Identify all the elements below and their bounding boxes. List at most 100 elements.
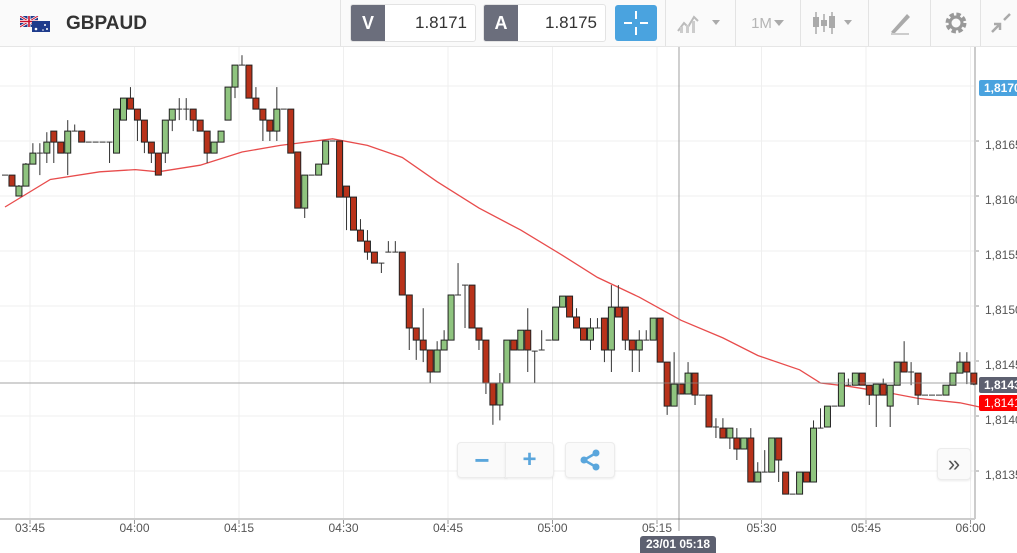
candle-down	[573, 316, 581, 329]
candle-down	[858, 372, 866, 386]
candle-up	[586, 327, 594, 341]
crosshair-time-label: 23/01 05:18	[640, 536, 716, 553]
candle-down	[196, 119, 204, 132]
candle-down	[580, 327, 588, 341]
buy-tag: A	[484, 5, 518, 41]
candle-down	[747, 437, 755, 483]
x-tick-label: 04:15	[224, 521, 254, 535]
share-button[interactable]	[565, 442, 615, 478]
candle-down	[970, 372, 978, 385]
timeframe-dropdown[interactable]: 1M	[735, 0, 801, 46]
y-tick-label: 1,8165	[985, 138, 1017, 152]
zoom-in-button[interactable]: +	[505, 442, 554, 478]
candle-up	[559, 295, 567, 308]
candle-down	[600, 317, 608, 351]
candle-down	[266, 119, 274, 132]
candle-up	[217, 130, 225, 143]
candle-up	[635, 339, 643, 351]
candle-down	[865, 384, 873, 396]
y-tick-label: 1,8140	[985, 413, 1017, 427]
candle-down	[412, 327, 420, 341]
candle-up	[851, 372, 859, 386]
candle-down	[803, 471, 811, 483]
candle-down	[398, 251, 406, 296]
candle-down	[879, 383, 887, 396]
y-tick-label: 1,8160	[985, 193, 1017, 207]
candle-up	[113, 108, 121, 154]
buy-price: 1.8175	[545, 13, 597, 32]
candle-up	[440, 339, 448, 351]
candle-down	[475, 327, 483, 341]
candle-down	[252, 97, 260, 110]
candle-up	[322, 140, 330, 165]
candle-down	[287, 108, 295, 154]
candle-down	[705, 394, 713, 428]
candle-down	[370, 251, 378, 264]
price-chart[interactable]: 1,8165 1,8160 1,8155 1,8150 1,8145 1,8140 1,81…	[0, 47, 1017, 553]
crosshair-price-label: 1,8143	[979, 377, 1017, 393]
candle-up	[552, 306, 560, 341]
sell-price-button[interactable]: V 1.8171	[350, 4, 476, 42]
candle-down	[775, 437, 783, 461]
candle-up	[810, 427, 818, 483]
collapse-button[interactable]	[980, 0, 1017, 46]
chart-type-button[interactable]	[665, 0, 736, 46]
scroll-right-button[interactable]: »	[937, 448, 971, 480]
candle-up	[649, 317, 657, 341]
candle-down	[126, 97, 134, 110]
chevron-down-icon	[773, 20, 784, 26]
candle-down	[524, 329, 532, 351]
collapse-icon	[991, 13, 1011, 33]
x-tick-label: 04:00	[119, 521, 149, 535]
candle-down	[489, 382, 497, 406]
candle-down	[294, 151, 302, 209]
x-tick-label: 04:30	[328, 521, 358, 535]
sell-tag: V	[351, 5, 385, 41]
candle-up	[161, 119, 169, 154]
candle-up	[503, 339, 511, 384]
candle-down	[614, 306, 622, 318]
zoom-out-button[interactable]: −	[457, 442, 507, 478]
candle-up	[740, 437, 748, 450]
candle-down	[900, 361, 908, 373]
x-tick-label: 05:30	[746, 521, 776, 535]
candle-up	[684, 372, 692, 395]
x-tick-label: 03:45	[15, 521, 45, 535]
gb-au-flag-icon	[20, 16, 50, 32]
candle-up	[886, 384, 894, 407]
candle-up	[754, 471, 762, 483]
candle-down	[50, 130, 58, 143]
candle-down	[259, 108, 267, 121]
candle-up	[315, 163, 323, 176]
settings-button[interactable]	[930, 0, 981, 46]
y-tick-label: 1,8135	[985, 468, 1017, 482]
candle-up	[64, 130, 72, 154]
current-price-label: 1,8170	[979, 80, 1017, 96]
candle-down	[733, 437, 741, 450]
candle-down	[691, 372, 699, 396]
candle-down	[419, 339, 427, 351]
candle-down	[189, 108, 197, 121]
crosshair-icon	[624, 11, 648, 35]
candle-down	[245, 64, 253, 99]
candle-down	[426, 349, 434, 373]
candle-down	[147, 141, 155, 154]
candle-up	[893, 361, 901, 386]
candle-up	[273, 108, 281, 132]
candle-down	[405, 294, 413, 329]
crosshair-button[interactable]	[615, 5, 657, 41]
divider	[340, 0, 341, 46]
candle-down	[656, 317, 664, 363]
candle-down	[782, 471, 790, 495]
candlestick-button[interactable]	[800, 0, 869, 46]
candle-down	[133, 108, 141, 121]
candle-down	[468, 284, 476, 329]
candle-up	[447, 294, 455, 341]
candle-down	[963, 361, 971, 373]
buy-price-button[interactable]: A 1.8175	[483, 4, 606, 42]
candle-down	[140, 119, 148, 143]
candle-up	[22, 163, 30, 187]
drawing-tools-button[interactable]	[868, 0, 931, 46]
candle-up	[496, 382, 504, 406]
